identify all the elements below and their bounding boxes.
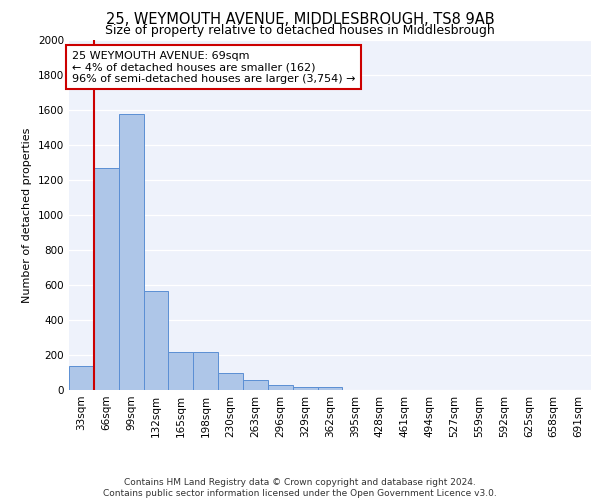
Text: Contains HM Land Registry data © Crown copyright and database right 2024.
Contai: Contains HM Land Registry data © Crown c… xyxy=(103,478,497,498)
Bar xyxy=(143,291,169,390)
Bar xyxy=(268,385,293,390)
Text: Size of property relative to detached houses in Middlesbrough: Size of property relative to detached ho… xyxy=(105,24,495,37)
Text: 25 WEYMOUTH AVENUE: 69sqm
← 4% of detached houses are smaller (162)
96% of semi-: 25 WEYMOUTH AVENUE: 69sqm ← 4% of detach… xyxy=(71,50,355,84)
Bar xyxy=(193,352,218,390)
Bar xyxy=(169,352,193,390)
Text: 25, WEYMOUTH AVENUE, MIDDLESBROUGH, TS8 9AB: 25, WEYMOUTH AVENUE, MIDDLESBROUGH, TS8 … xyxy=(106,12,494,28)
Bar xyxy=(119,114,143,390)
Bar xyxy=(218,374,243,390)
Bar xyxy=(94,168,119,390)
Bar xyxy=(293,386,317,390)
Bar xyxy=(69,366,94,390)
Bar xyxy=(317,388,343,390)
Bar xyxy=(243,380,268,390)
Y-axis label: Number of detached properties: Number of detached properties xyxy=(22,128,32,302)
